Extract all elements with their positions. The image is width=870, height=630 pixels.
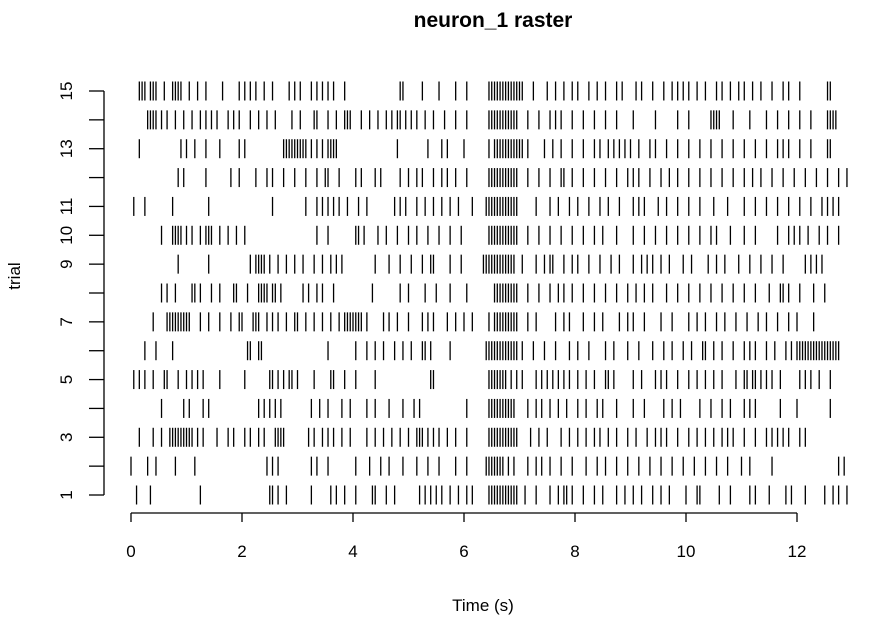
x-tick-label: 2 <box>237 542 246 561</box>
y-tick-label: 7 <box>57 317 76 326</box>
chart-title: neuron_1 raster <box>414 9 573 32</box>
y-tick-label: 13 <box>57 139 76 158</box>
y-tick-label: 15 <box>57 82 76 101</box>
spike-raster <box>130 81 848 505</box>
x-tick-label: 10 <box>677 542 696 561</box>
y-tick-label: 11 <box>57 198 76 216</box>
y-tick-label: 3 <box>57 433 76 442</box>
x-axis: 0 2 4 6 8 10 12 <box>126 512 807 561</box>
x-tick-label: 0 <box>126 542 135 561</box>
y-tick-label: 5 <box>57 375 76 384</box>
y-tick-label: 1 <box>57 490 76 499</box>
x-tick-label: 4 <box>348 542 357 561</box>
y-axis-label: trial <box>5 262 24 289</box>
y-tick-label: 10 <box>57 226 76 245</box>
x-tick-label: 8 <box>570 542 579 561</box>
x-tick-label: 6 <box>459 542 468 561</box>
y-tick-label: 9 <box>57 259 76 268</box>
x-tick-label: 12 <box>788 542 807 561</box>
x-axis-label: Time (s) <box>452 596 514 615</box>
